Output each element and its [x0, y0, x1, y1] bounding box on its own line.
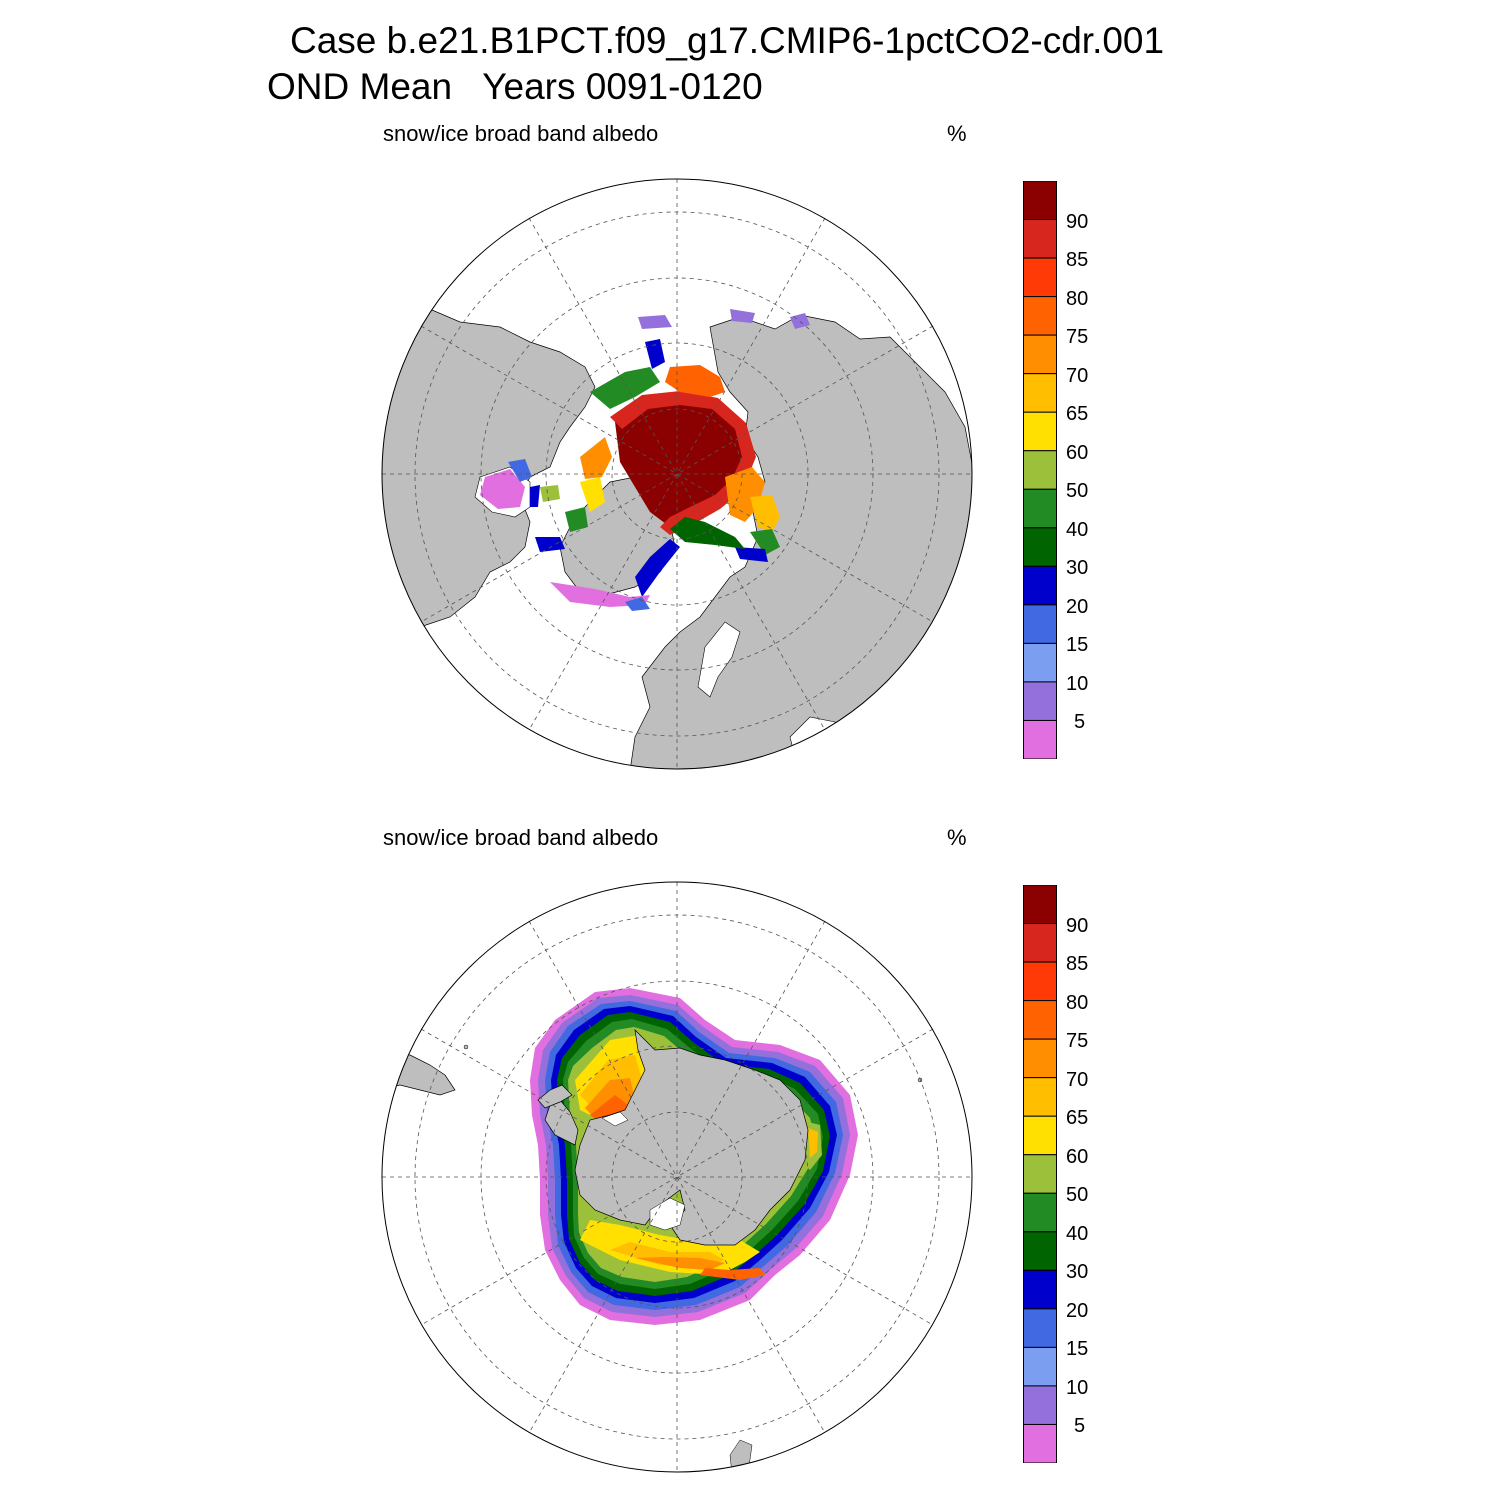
colorbar-swatch: [1023, 642, 1057, 683]
colorbar-swatch: [1023, 681, 1057, 721]
cbar-label: 65: [1066, 1107, 1089, 1129]
cbar-label: 40: [1066, 1223, 1089, 1245]
colorbar-swatch: [1023, 219, 1057, 259]
colorbar-swatch: [1023, 373, 1057, 413]
cbar-label: 40: [1066, 519, 1089, 541]
plot-title-line1: Case b.e21.B1PCT.f09_g17.CMIP6-1pctCO2-c…: [290, 20, 1165, 61]
cbar-label: 60: [1066, 1146, 1089, 1168]
colorbar-swatch: [1023, 1385, 1057, 1425]
cbar-label: 85: [1066, 953, 1089, 975]
north-colorbar: [1023, 181, 1057, 759]
cbar-label: 10: [1066, 673, 1089, 695]
north-polar-map: [381, 178, 973, 770]
colorbar-swatch: [1023, 1192, 1057, 1233]
plot-title-line2: OND Mean Years 0091-0120: [267, 66, 763, 107]
colorbar-swatch: [1023, 1231, 1057, 1271]
cbar-label: 60: [1066, 442, 1089, 464]
colorbar-swatch: [1023, 1423, 1057, 1463]
colorbar-swatch: [1023, 1154, 1057, 1194]
cbar-label: 85: [1066, 249, 1089, 271]
cbar-label: 70: [1066, 365, 1089, 387]
colorbar-swatch: [1023, 527, 1057, 567]
colorbar-swatch: [1023, 961, 1057, 1002]
cbar-label: 20: [1066, 1300, 1089, 1322]
cbar-label: 65: [1066, 403, 1089, 425]
cbar-label: 80: [1066, 992, 1089, 1014]
cbar-label: 90: [1066, 211, 1089, 233]
colorbar-swatch: [1023, 450, 1057, 490]
cbar-label: 20: [1066, 596, 1089, 618]
south-polar-map: [381, 881, 973, 1473]
north-units-label: %: [947, 121, 967, 146]
cbar-label: 15: [1066, 634, 1089, 656]
cbar-label: 50: [1066, 480, 1089, 502]
cbar-label: 80: [1066, 288, 1089, 310]
colorbar-swatch: [1023, 1000, 1057, 1040]
colorbar-swatch: [1023, 411, 1057, 452]
north-colorbar-labels: 90 85 80 75 70 65 60 50 40 30 20 15 10 5: [1066, 181, 1136, 759]
cbar-label: 30: [1066, 1261, 1089, 1283]
south-units-label: %: [947, 825, 967, 850]
south-variable-label: snow/ice broad band albedo: [383, 825, 659, 850]
colorbar-swatch: [1023, 1077, 1057, 1117]
colorbar-swatch: [1023, 885, 1057, 925]
colorbar-swatch: [1023, 296, 1057, 336]
colorbar-swatch: [1023, 1038, 1057, 1079]
colorbar-swatch: [1023, 181, 1057, 221]
arctic-sea-ice-core: [615, 399, 748, 527]
cbar-label: 70: [1066, 1069, 1089, 1091]
north-variable-label: snow/ice broad band albedo: [383, 121, 659, 146]
colorbar-swatch: [1023, 488, 1057, 529]
colorbar-swatch: [1023, 1308, 1057, 1348]
cbar-label: 75: [1066, 1030, 1089, 1052]
colorbar-swatch: [1023, 257, 1057, 298]
colorbar-swatch: [1023, 565, 1057, 606]
colorbar-swatch: [1023, 604, 1057, 644]
south-graticule: [382, 882, 972, 1472]
antarctic-peninsula: [544, 1099, 579, 1146]
cbar-label: 5: [1074, 711, 1086, 733]
cbar-label: 75: [1066, 326, 1089, 348]
south-colorbar-labels: 90 85 80 75 70 65 60 50 40 30 20 15 10 5: [1066, 885, 1136, 1463]
colorbar-swatch: [1023, 923, 1057, 963]
south-colorbar: [1023, 885, 1057, 1463]
cbar-label: 30: [1066, 557, 1089, 579]
colorbar-swatch: [1023, 334, 1057, 375]
cbar-label: 50: [1066, 1184, 1089, 1206]
colorbar-swatch: [1023, 719, 1057, 759]
colorbar-swatch: [1023, 1346, 1057, 1387]
colorbar-swatch: [1023, 1115, 1057, 1156]
cbar-label: 90: [1066, 915, 1089, 937]
north-graticule: [382, 179, 972, 769]
colorbar-swatch: [1023, 1269, 1057, 1310]
cbar-label: 15: [1066, 1338, 1089, 1360]
cbar-label: 5: [1074, 1415, 1086, 1437]
cbar-label: 10: [1066, 1377, 1089, 1399]
